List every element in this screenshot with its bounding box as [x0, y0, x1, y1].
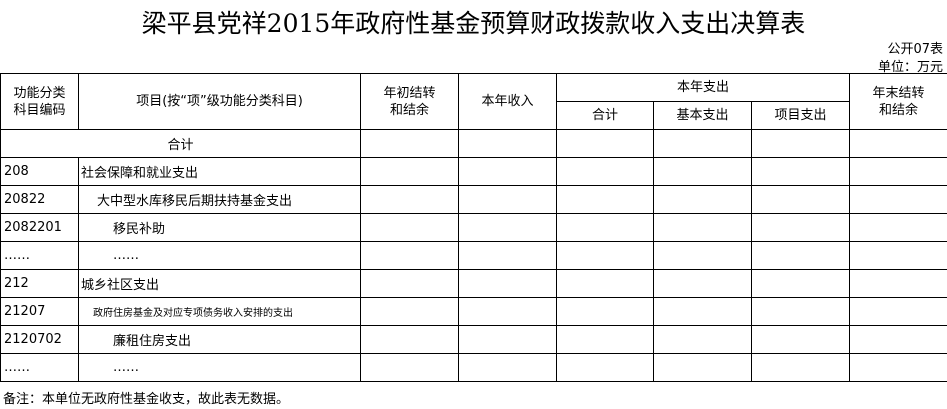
cell: [360, 157, 459, 186]
cell: [360, 269, 459, 298]
total-row: 合计: [0, 129, 947, 158]
header-expense-basic: 基本支出: [653, 101, 752, 130]
row-name: 城乡社区支出: [78, 269, 361, 298]
cell: [458, 353, 557, 382]
row-name: 移民补助: [78, 213, 361, 242]
cell: [849, 325, 947, 354]
cell: [849, 269, 947, 298]
cell: [458, 129, 557, 158]
header-item: 项目(按“项”级功能分类科目): [78, 73, 361, 130]
cell: [458, 325, 557, 354]
cell: [751, 269, 850, 298]
cell: [849, 157, 947, 186]
cell: [556, 129, 654, 158]
row-code: 208: [0, 157, 79, 186]
table-row: 20822 大中型水库移民后期扶持基金支出: [0, 185, 947, 214]
cell: [653, 297, 752, 326]
cell: [458, 213, 557, 242]
cell: [751, 241, 850, 270]
row-code: 212: [0, 269, 79, 298]
table-row: …………: [0, 353, 947, 382]
cell: [556, 157, 654, 186]
row-code: 2082201: [0, 213, 79, 242]
cell: [751, 213, 850, 242]
cell: [751, 157, 850, 186]
cell: [556, 185, 654, 214]
cell: [360, 213, 459, 242]
cell: [458, 297, 557, 326]
row-code: ……: [0, 353, 79, 382]
table-row: 21207 政府住房基金及对应专项债务收入安排的支出: [0, 297, 947, 326]
row-name: 廉租住房支出: [78, 325, 361, 354]
row-name: 政府住房基金及对应专项债务收入安排的支出: [78, 297, 361, 326]
cell: [360, 185, 459, 214]
cell: [653, 185, 752, 214]
row-code: 2120702: [0, 325, 79, 354]
table-row: 2082201 移民补助: [0, 213, 947, 242]
row-code: ……: [0, 241, 79, 270]
cell: [751, 353, 850, 382]
row-name: ……: [78, 353, 361, 382]
unit-label: 单位：万元: [877, 60, 943, 75]
cell: [556, 269, 654, 298]
header-expense-total: 合计: [556, 101, 654, 130]
cell: [360, 241, 459, 270]
cell: [556, 353, 654, 382]
cell: [751, 185, 850, 214]
header-income: 本年收入: [458, 73, 557, 130]
header-begin-balance: 年初结转和结余: [360, 73, 459, 130]
table-row: 2120702 廉租住房支出: [0, 325, 947, 354]
cell: [653, 129, 752, 158]
cell: [751, 297, 850, 326]
cell: [653, 325, 752, 354]
table-row: …………: [0, 241, 947, 270]
header-end-balance: 年末结转和结余: [849, 73, 947, 130]
footnote: 备注：本单位无政府性基金收支，故此表无数据。: [3, 392, 290, 407]
cell: [751, 325, 850, 354]
cell: [360, 129, 459, 158]
cell: [849, 297, 947, 326]
total-label: 合计: [0, 129, 361, 158]
row-code: 20822: [0, 185, 79, 214]
cell: [360, 353, 459, 382]
header-code: 功能分类科目编码: [0, 73, 79, 130]
cell: [653, 213, 752, 242]
table-row: 208 社会保障和就业支出: [0, 157, 947, 186]
form-number: 公开07表: [887, 42, 943, 57]
cell: [360, 297, 459, 326]
cell: [653, 157, 752, 186]
cell: [849, 353, 947, 382]
cell: [556, 213, 654, 242]
cell: [849, 213, 947, 242]
header-expense-project: 项目支出: [751, 101, 850, 130]
cell: [653, 269, 752, 298]
cell: [653, 353, 752, 382]
budget-table: 功能分类科目编码 项目(按“项”级功能分类科目) 年初结转和结余 本年收入 本年…: [0, 73, 947, 382]
row-code: 21207: [0, 297, 79, 326]
row-name: 大中型水库移民后期扶持基金支出: [78, 185, 361, 214]
cell: [849, 241, 947, 270]
page-title: 梁平县党祥2015年政府性基金预算财政拨款收入支出决算表: [141, 9, 806, 38]
cell: [653, 241, 752, 270]
cell: [360, 325, 459, 354]
cell: [556, 297, 654, 326]
row-name: 社会保障和就业支出: [78, 157, 361, 186]
header-expense: 本年支出: [556, 73, 850, 102]
cell: [458, 241, 557, 270]
cell: [849, 185, 947, 214]
cell: [458, 185, 557, 214]
table-row: 212 城乡社区支出: [0, 269, 947, 298]
cell: [556, 325, 654, 354]
row-name: ……: [78, 241, 361, 270]
cell: [556, 241, 654, 270]
cell: [458, 269, 557, 298]
cell: [458, 157, 557, 186]
cell: [751, 129, 850, 158]
cell: [849, 129, 947, 158]
